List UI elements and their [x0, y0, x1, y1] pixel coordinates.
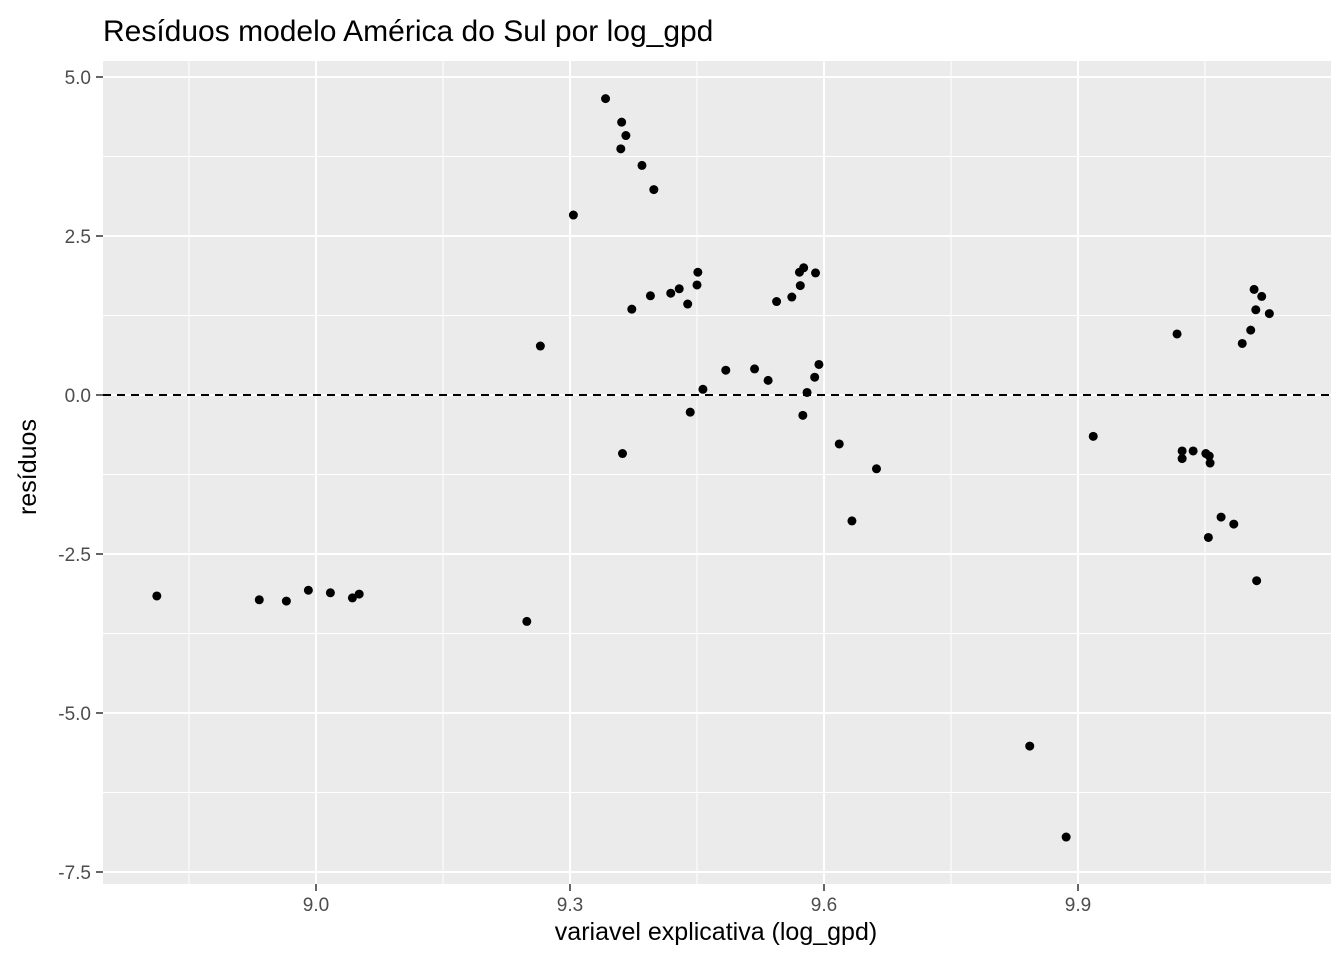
data-point: [799, 263, 809, 273]
data-point: [1229, 519, 1239, 529]
data-point: [1203, 532, 1213, 542]
data-point: [637, 160, 647, 170]
data-point: [522, 616, 532, 626]
y-tick-label: 0.0: [65, 386, 91, 407]
x-axis-title: variavel explicativa (log_gpd): [555, 918, 877, 946]
data-point: [535, 341, 545, 351]
data-point: [617, 117, 627, 127]
data-point: [685, 407, 695, 417]
data-point: [601, 94, 611, 104]
data-point: [763, 375, 773, 385]
data-point: [627, 304, 637, 314]
data-point: [750, 364, 760, 374]
x-tick-label: 9.0: [303, 895, 329, 916]
x-tick-label: 9.3: [557, 895, 583, 916]
data-point: [1205, 458, 1215, 468]
data-point: [1061, 832, 1071, 842]
major-gridlines: [103, 61, 1331, 884]
data-point: [692, 280, 702, 290]
data-point: [798, 410, 808, 420]
data-point: [811, 268, 821, 278]
data-point: [1172, 329, 1182, 339]
data-point: [621, 131, 631, 141]
data-point: [683, 299, 693, 309]
y-tick-label: 5.0: [65, 68, 91, 89]
data-point: [1216, 512, 1226, 522]
data-point: [810, 372, 820, 382]
y-axis-ticks: 5.0 2.5 0.0 -2.5 -5.0 -7.5: [58, 68, 103, 884]
data-point: [1177, 446, 1187, 456]
data-point: [281, 596, 291, 606]
data-point: [698, 384, 708, 394]
x-axis-ticks: 9.0 9.3 9.6 9.9: [303, 884, 1091, 916]
y-tick-label: -5.0: [58, 704, 91, 725]
data-point: [1204, 451, 1214, 461]
data-point: [616, 144, 626, 154]
y-tick-label: 2.5: [65, 227, 91, 248]
y-axis-title: resíduos: [14, 419, 42, 515]
data-point: [795, 281, 805, 291]
data-point: [645, 291, 655, 301]
data-point: [871, 464, 881, 474]
data-point: [568, 210, 578, 220]
data-point: [325, 588, 335, 598]
data-point: [772, 297, 782, 307]
data-point: [617, 449, 627, 459]
data-point: [1257, 291, 1267, 301]
data-point: [1088, 431, 1098, 441]
data-point: [1252, 576, 1262, 586]
data-point: [814, 359, 824, 369]
data-point: [303, 585, 313, 595]
data-point: [1246, 325, 1256, 335]
data-point: [693, 267, 703, 277]
data-point: [674, 284, 684, 294]
x-tick-label: 9.6: [811, 895, 837, 916]
data-point: [1188, 446, 1198, 456]
data-point: [834, 439, 844, 449]
chart-title: Resíduos modelo América do Sul por log_g…: [103, 15, 713, 48]
data-point: [354, 589, 364, 599]
data-point: [666, 288, 676, 298]
y-tick-label: -7.5: [58, 863, 91, 884]
x-tick-label: 9.9: [1065, 895, 1091, 916]
data-point: [1249, 284, 1259, 294]
data-point: [254, 595, 264, 605]
data-point: [847, 516, 857, 526]
data-point: [721, 365, 731, 375]
data-point: [1251, 305, 1261, 315]
data-point: [152, 591, 162, 601]
data-point: [787, 292, 797, 302]
minor-gridlines: [103, 61, 1331, 884]
data-point: [1264, 309, 1274, 319]
data-point: [347, 593, 357, 603]
data-point: [802, 387, 812, 397]
data-point: [1177, 454, 1187, 464]
data-points: [152, 94, 1274, 842]
data-point: [1237, 338, 1247, 348]
y-tick-label: -2.5: [58, 545, 91, 566]
plot-panel: [103, 61, 1331, 884]
data-point: [649, 185, 659, 195]
data-point: [1025, 741, 1035, 751]
